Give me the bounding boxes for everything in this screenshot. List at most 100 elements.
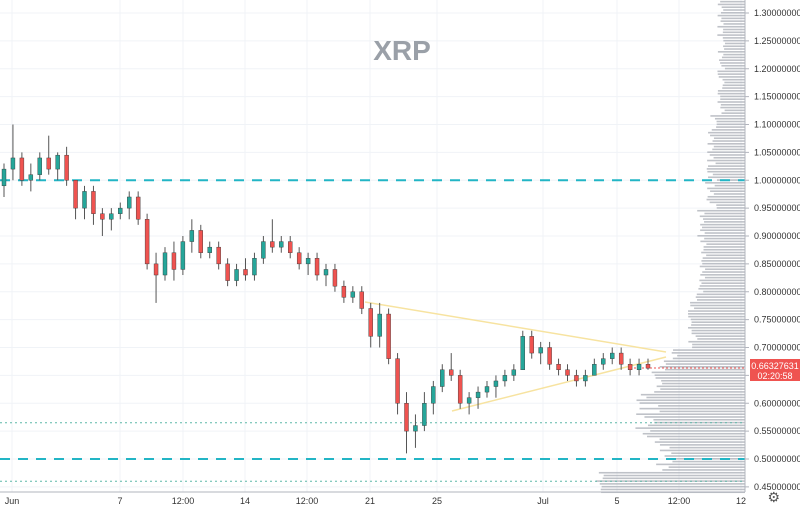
- volume-profile-bar: [637, 399, 745, 401]
- volume-profile-bar: [716, 204, 745, 206]
- volume-profile-bar: [722, 87, 745, 89]
- volume-profile-bar: [704, 246, 745, 248]
- volume-profile-bar: [697, 210, 745, 212]
- current-price-tag: 0.66327631 02:20:58: [750, 359, 800, 381]
- price-tick-label: 0.80000000: [754, 287, 800, 297]
- volume-profile-bar: [708, 132, 745, 134]
- candle-body: [458, 375, 462, 403]
- time-axis[interactable]: Jun 7 12:00 14 12:00 21 25 Jul 5 12:00 12: [0, 492, 746, 506]
- volume-profile-bar: [658, 405, 745, 407]
- volume-profile-bar: [722, 6, 745, 8]
- candle-body: [628, 364, 632, 370]
- candle-body: [351, 292, 355, 298]
- volume-profile-bar: [646, 397, 745, 399]
- volume-profile: [596, 1, 745, 493]
- price-tick-label: 1.05000000: [754, 147, 800, 157]
- candle-body: [601, 359, 605, 365]
- candle-body: [172, 253, 176, 270]
- time-tick-label: 12: [736, 496, 746, 506]
- volume-profile-bar: [660, 450, 745, 452]
- current-price: 0.66327631: [751, 361, 799, 371]
- volume-profile-bar: [688, 327, 745, 329]
- candle-body: [181, 242, 185, 270]
- volume-profile-bar: [723, 84, 745, 86]
- volume-profile-bar: [702, 227, 745, 229]
- volume-profile-bar: [691, 319, 745, 321]
- price-tick-label: 1.20000000: [754, 64, 800, 74]
- gear-icon[interactable]: ⚙: [767, 489, 780, 506]
- candle-body: [56, 155, 60, 169]
- volume-profile-bar: [714, 146, 745, 148]
- volume-profile-bar: [697, 294, 745, 296]
- candle-body: [47, 158, 51, 169]
- volume-profile-bar: [708, 176, 745, 178]
- volume-profile-bar: [713, 174, 745, 176]
- volume-profile-bar: [714, 193, 745, 195]
- candle-body: [226, 264, 230, 281]
- volume-profile-bar: [718, 73, 745, 75]
- volume-profile-bar: [701, 252, 745, 254]
- volume-profile-bar: [662, 469, 745, 471]
- volume-profile-bar: [725, 68, 745, 70]
- candle-body: [413, 426, 417, 432]
- volume-profile-bar: [641, 394, 745, 396]
- volume-profile-bar: [723, 40, 745, 42]
- price-tick-label: 1.00000000: [754, 175, 800, 185]
- volume-profile-bar: [604, 475, 745, 477]
- volume-profile-bar: [710, 135, 745, 137]
- candle-body: [405, 403, 409, 431]
- volume-profile-bar: [704, 221, 745, 223]
- volume-profile-bar: [700, 285, 745, 287]
- volume-profile-bar: [647, 436, 745, 438]
- candle-body: [333, 269, 337, 286]
- candle-body: [11, 158, 15, 169]
- volume-profile-bar: [653, 419, 745, 421]
- volume-profile-bar: [710, 115, 745, 117]
- volume-profile-bar: [701, 282, 745, 284]
- candle-body: [583, 375, 587, 381]
- volume-profile-bar: [707, 160, 745, 162]
- volume-profile-bar: [602, 486, 745, 488]
- volume-profile-bar: [722, 57, 745, 59]
- candle-body: [619, 353, 623, 364]
- candle-body: [38, 158, 42, 175]
- volume-profile-bar: [708, 165, 745, 167]
- volume-profile-bar: [698, 288, 745, 290]
- volume-profile-bar: [700, 224, 745, 226]
- volume-profile-bar: [665, 369, 745, 371]
- candle-body: [342, 286, 346, 297]
- candle-body: [306, 258, 310, 264]
- candle-body: [512, 370, 516, 376]
- candle-body: [199, 230, 203, 252]
- volume-profile-bar: [702, 271, 745, 273]
- volume-profile-bar: [720, 96, 745, 98]
- volume-profile-bar: [717, 26, 745, 28]
- time-tick-label: 14: [240, 496, 250, 506]
- volume-profile-bar: [657, 386, 745, 388]
- volume-profile-bar: [706, 243, 745, 245]
- candle-body: [154, 264, 158, 275]
- volume-profile-bar: [716, 163, 745, 165]
- candle-body: [2, 169, 6, 186]
- volume-profile-bar: [724, 82, 745, 84]
- volume-profile-bar: [688, 341, 745, 343]
- time-tick-label: Jun: [5, 496, 20, 506]
- volume-profile-bar: [700, 266, 745, 268]
- volume-profile-bar: [697, 235, 745, 237]
- volume-profile-bar: [670, 447, 745, 449]
- volume-profile-bar: [713, 140, 745, 142]
- time-tick-label: 12:00: [668, 496, 691, 506]
- price-axis[interactable]: 1.30000000 1.25000000 1.20000000 1.15000000…: [745, 0, 800, 492]
- volume-profile-bar: [690, 305, 745, 307]
- volume-profile-bar: [688, 310, 745, 312]
- volume-profile-bar: [725, 43, 745, 45]
- volume-profile-bar: [723, 79, 745, 81]
- price-tick-label: 0.75000000: [754, 315, 800, 325]
- candle-body: [288, 242, 292, 253]
- candle-body: [422, 403, 426, 425]
- volume-profile-bar: [660, 388, 745, 390]
- volume-profile-bar: [717, 71, 745, 73]
- candle-body: [369, 308, 373, 336]
- candle-body: [485, 387, 489, 393]
